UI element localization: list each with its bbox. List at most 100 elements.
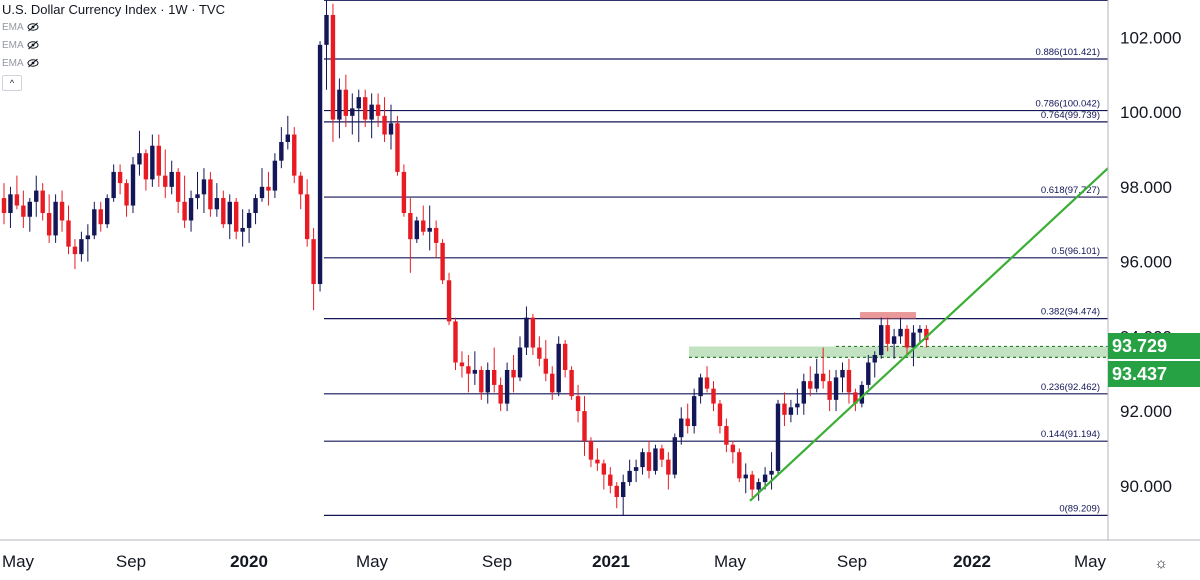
candle-body[interactable] — [382, 115, 387, 135]
candle-body[interactable] — [143, 153, 149, 180]
candle-body[interactable] — [866, 362, 871, 385]
candle-body[interactable] — [337, 89, 342, 120]
candle-body[interactable] — [737, 452, 742, 479]
candle-body[interactable] — [311, 239, 316, 285]
candle-body[interactable] — [150, 145, 155, 180]
candle-body[interactable] — [46, 213, 52, 236]
candle-body[interactable] — [292, 134, 297, 176]
candle-body[interactable] — [117, 171, 123, 184]
eye-hidden-icon[interactable] — [27, 22, 39, 32]
candle-body[interactable] — [169, 171, 174, 187]
candle-body[interactable] — [924, 328, 929, 341]
candle-body[interactable] — [124, 183, 129, 206]
candle-body[interactable] — [769, 470, 774, 475]
candle-body[interactable] — [92, 209, 97, 236]
candle-body[interactable] — [672, 437, 677, 475]
candle-body[interactable] — [137, 153, 142, 165]
candle-body[interactable] — [350, 108, 355, 116]
candle-body[interactable] — [259, 186, 265, 199]
candle-body[interactable] — [175, 171, 181, 202]
candle-body[interactable] — [388, 123, 394, 135]
candle-body[interactable] — [485, 369, 490, 393]
candle-body[interactable] — [524, 317, 529, 348]
candle-body[interactable] — [105, 198, 110, 225]
candle-body[interactable] — [891, 336, 897, 344]
candle-body[interactable] — [234, 201, 239, 232]
candle-body[interactable] — [666, 459, 671, 475]
candle-body[interactable] — [414, 220, 419, 240]
candle-body[interactable] — [698, 377, 703, 397]
candle-body[interactable] — [21, 205, 26, 217]
candle-body[interactable] — [846, 369, 852, 393]
candle-body[interactable] — [582, 411, 587, 441]
candle-body[interactable] — [446, 280, 452, 322]
candle-body[interactable] — [911, 332, 916, 348]
candle-body[interactable] — [827, 381, 832, 400]
candle-body[interactable] — [691, 396, 697, 427]
candle-body[interactable] — [466, 366, 471, 374]
candle-body[interactable] — [730, 444, 736, 453]
candle-body[interactable] — [569, 369, 574, 397]
candle-body[interactable] — [788, 407, 794, 415]
candle-body[interactable] — [34, 190, 39, 202]
candle-body[interactable] — [504, 369, 510, 404]
candle-body[interactable] — [653, 448, 658, 471]
candle-body[interactable] — [717, 403, 723, 427]
candle-body[interactable] — [408, 213, 413, 240]
candle-body[interactable] — [440, 242, 445, 281]
candle-body[interactable] — [498, 384, 503, 404]
candle-body[interactable] — [537, 347, 542, 359]
candle-body[interactable] — [285, 134, 290, 143]
eye-hidden-icon[interactable] — [27, 58, 39, 68]
candle-body[interactable] — [343, 89, 349, 116]
candle-body[interactable] — [704, 377, 710, 389]
candle-body[interactable] — [266, 186, 271, 191]
candle-body[interactable] — [646, 452, 652, 471]
candle-body[interactable] — [885, 325, 890, 344]
candle-body[interactable] — [530, 317, 536, 348]
candle-body[interactable] — [550, 373, 555, 393]
candle-body[interactable] — [79, 239, 84, 255]
candle-body[interactable] — [724, 426, 729, 445]
candle-body[interactable] — [188, 198, 194, 221]
candle-body[interactable] — [517, 347, 523, 378]
candle-body[interactable] — [369, 104, 374, 120]
candle-body[interactable] — [427, 227, 432, 232]
candle-body[interactable] — [543, 358, 548, 374]
candle-body[interactable] — [859, 384, 865, 404]
candle-body[interactable] — [59, 201, 65, 221]
candle-body[interactable] — [14, 194, 20, 206]
candle-body[interactable] — [324, 14, 329, 45]
candle-body[interactable] — [762, 474, 768, 483]
candle-body[interactable] — [621, 482, 626, 498]
candle-body[interactable] — [433, 227, 439, 243]
candle-body[interactable] — [479, 369, 484, 393]
price-axis[interactable] — [1108, 0, 1200, 580]
candle-body[interactable] — [111, 171, 116, 199]
candle-body[interactable] — [453, 321, 458, 363]
candle-body[interactable] — [801, 381, 806, 404]
candle-body[interactable] — [562, 343, 568, 370]
collapse-legend-button[interactable]: ^ — [2, 75, 22, 91]
candle-body[interactable] — [375, 104, 381, 116]
candle-body[interactable] — [601, 463, 607, 475]
candle-body[interactable] — [182, 201, 187, 221]
candle-body[interactable] — [840, 369, 845, 378]
candle-body[interactable] — [904, 328, 910, 348]
candle-body[interactable] — [917, 328, 923, 333]
candle-body[interactable] — [85, 235, 91, 240]
candle-body[interactable] — [214, 198, 220, 210]
candle-body[interactable] — [814, 373, 819, 389]
candle-body[interactable] — [201, 179, 207, 195]
candle-body[interactable] — [130, 164, 136, 206]
candle-body[interactable] — [66, 220, 71, 247]
candle-body[interactable] — [756, 482, 761, 490]
candle-body[interactable] — [27, 201, 32, 217]
candle-body[interactable] — [898, 328, 903, 337]
candle-body[interactable] — [711, 388, 716, 404]
symbol-title[interactable]: U.S. Dollar Currency Index · 1W · TVC — [2, 2, 225, 17]
candle-body[interactable] — [163, 175, 168, 187]
candle-body[interactable] — [40, 190, 45, 214]
candle-body[interactable] — [659, 448, 665, 460]
